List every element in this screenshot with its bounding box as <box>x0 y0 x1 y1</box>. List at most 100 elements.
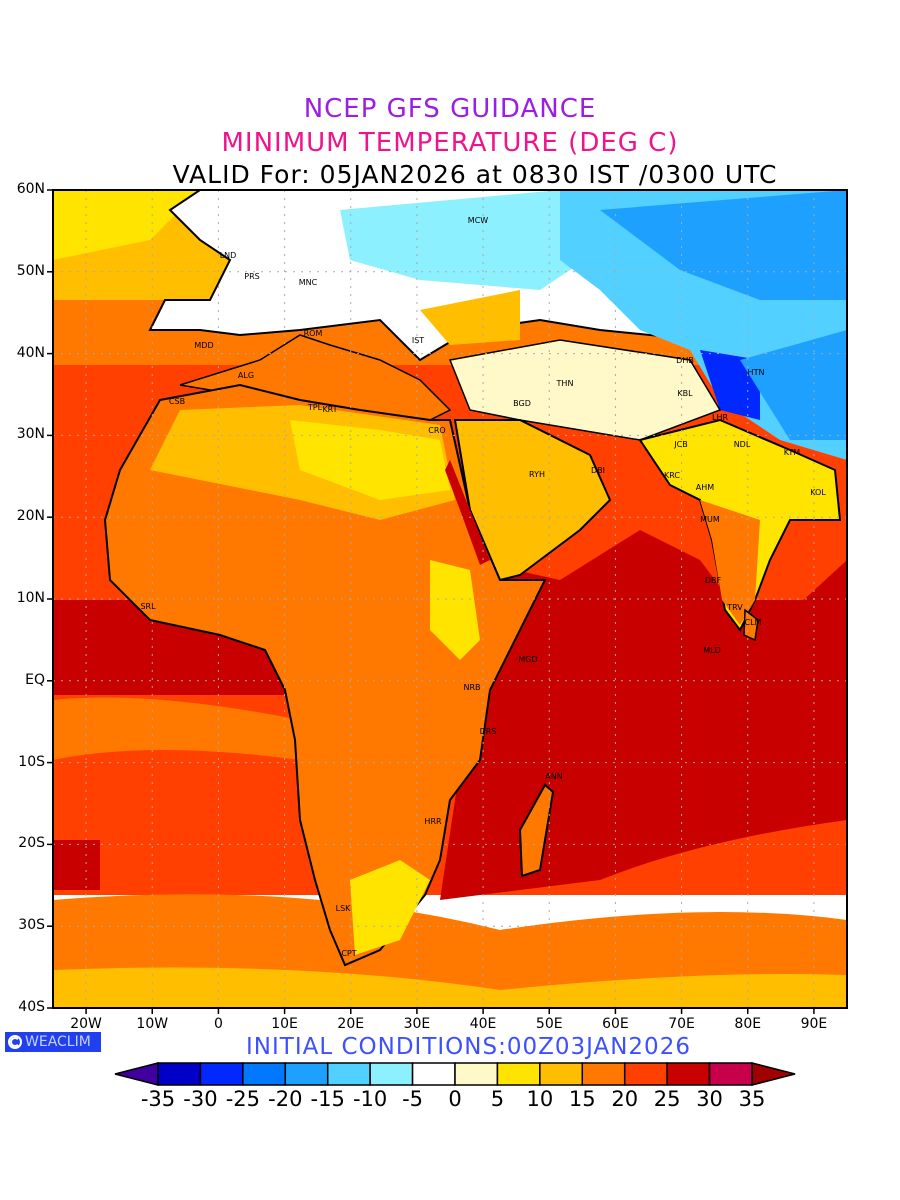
colorbar-label: -25 <box>225 1087 260 1111</box>
station-label: CPT <box>341 949 356 958</box>
lat-tick-label: 60N <box>16 181 45 197</box>
station-label: ALG <box>238 371 254 380</box>
red-sea <box>445 460 490 565</box>
gridlines <box>53 190 847 1008</box>
colorbar-swatch <box>496 1062 541 1086</box>
lat-tick-label: 20S <box>18 835 45 852</box>
station-label: ANN <box>545 772 562 781</box>
ethiopian-highlands <box>430 560 480 660</box>
lon-tick-label: 40E <box>469 1016 497 1032</box>
station-label: DBI <box>591 466 605 475</box>
colorbar-label: 20 <box>611 1087 639 1111</box>
lon-tick-label: 70E <box>668 1016 695 1032</box>
colorbar-label: 10 <box>526 1087 554 1111</box>
ocean-warm-tongue <box>53 697 300 760</box>
madagascar <box>518 783 555 878</box>
station-label: NDL <box>734 440 751 449</box>
colorbar-over-arrow <box>751 1062 796 1086</box>
colorbar-swatch <box>411 1062 456 1086</box>
black-sea <box>420 290 520 345</box>
colorbar-swatch <box>369 1062 414 1086</box>
colorbar-label: 0 <box>448 1087 462 1111</box>
colorbar-swatch <box>539 1062 584 1086</box>
station-label: JCB <box>673 440 687 449</box>
colorbar-swatch <box>623 1062 668 1086</box>
station-label: CLM <box>745 618 762 627</box>
station-label: IST <box>412 336 424 345</box>
colorbar-swatch <box>708 1062 753 1086</box>
station-label: KRC <box>664 471 680 480</box>
colorbar-label: 15 <box>568 1087 596 1111</box>
station-label: MDD <box>194 341 213 350</box>
lat-tick-label: 10S <box>18 753 45 770</box>
station-label: HRR <box>424 817 442 826</box>
lat-tick-label: 30S <box>18 917 45 934</box>
station-label: THN <box>556 379 574 388</box>
valid-time-title: VALID For: 05JAN2026 at 0830 IST /0300 U… <box>172 160 778 189</box>
lat-tick-label: 40N <box>16 344 45 361</box>
lat-tick-label: 40S <box>18 999 45 1015</box>
ocean-patch <box>53 840 100 890</box>
colorbar-label: 35 <box>738 1087 766 1111</box>
station-label: MGD <box>518 655 537 664</box>
lat-tick-label: 20N <box>16 508 45 525</box>
station-label: HTN <box>748 368 765 377</box>
ocean-band-far-south <box>53 967 847 1008</box>
station-labels: LND PRS MNC MCW ROM IST MDD ALG CSB TPL KRT CRO THN B… <box>140 216 826 958</box>
lon-tick-label: 20E <box>337 1016 365 1032</box>
colorbar-under-arrow <box>114 1062 159 1086</box>
logo-text: WEACLIM <box>25 1034 91 1050</box>
lat-tick-label: 50N <box>16 262 45 279</box>
colorbar-label: -5 <box>402 1087 424 1111</box>
colorbar-swatch <box>326 1062 371 1086</box>
lon-tick-label: 90E <box>800 1016 828 1032</box>
colorbar-swatch <box>242 1062 287 1086</box>
colorbar-label: -35 <box>140 1087 176 1111</box>
lon-tick-label: 10W <box>136 1016 169 1032</box>
lat-tick-label: EQ <box>25 671 45 688</box>
south-india-warm <box>700 500 760 625</box>
station-label: CRO <box>428 426 445 435</box>
station-label: DRS <box>480 727 497 736</box>
lon-tick-label: 60E <box>602 1016 629 1032</box>
libya-egypt-cool <box>290 420 450 500</box>
station-label: LHR <box>712 413 728 422</box>
initial-conditions-label: INITIAL CONDITIONS:00Z03JAN2026 <box>246 1034 691 1060</box>
station-label: KOL <box>810 488 826 497</box>
station-label: TPL <box>307 403 323 412</box>
station-label: LSK <box>336 904 352 913</box>
station-label: PRS <box>244 272 259 281</box>
tick-marks <box>47 189 815 1014</box>
lat-tick-label: 10N <box>16 590 45 606</box>
station-label: ROM <box>304 329 323 338</box>
colorbar-label: 25 <box>653 1087 681 1111</box>
station-label: CSB <box>169 397 185 406</box>
station-label: SRL <box>140 602 156 611</box>
siberia-cold <box>600 190 847 300</box>
colorbar-swatch <box>284 1062 329 1086</box>
south-africa-cool <box>350 860 430 955</box>
station-label: MLD <box>703 646 721 655</box>
colorbar <box>114 1062 796 1086</box>
lon-tick-label: 10E <box>271 1016 298 1032</box>
ocean-cool-patch <box>53 190 200 260</box>
station-label: DHB <box>676 356 694 365</box>
station-label: NRB <box>463 683 480 692</box>
lon-tick-label: 80E <box>734 1016 762 1032</box>
lat-tick-label: 30N <box>16 426 45 443</box>
lon-tick-label: 0 <box>213 1016 223 1032</box>
station-label: AHM <box>696 483 714 492</box>
sri-lanka <box>743 608 759 642</box>
colorbar-label: -15 <box>310 1087 345 1111</box>
lon-tick-label: 50E <box>535 1016 563 1032</box>
variable-title: MINIMUM TEMPERATURE (DEG C) <box>221 128 679 158</box>
colorbar-swatch <box>454 1062 499 1086</box>
station-label: TRV <box>726 603 743 612</box>
station-label: KRT <box>322 405 337 414</box>
station-label: KBL <box>677 389 693 398</box>
lon-tick-label: 20W <box>70 1016 102 1032</box>
colorbar-label: -10 <box>352 1087 388 1111</box>
station-label: MNC <box>299 278 318 287</box>
